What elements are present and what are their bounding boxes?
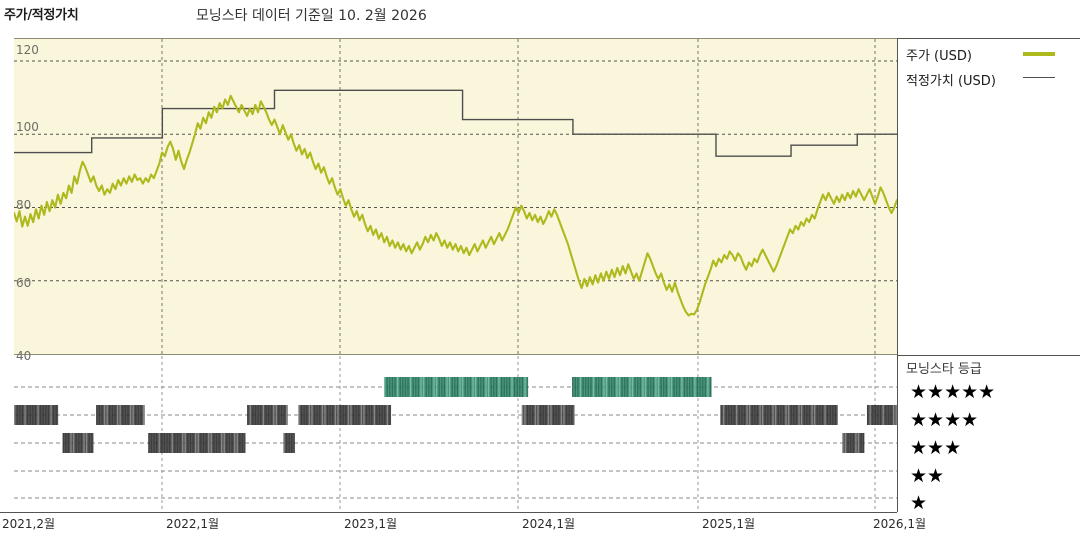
- rating-band-segment: [14, 405, 59, 425]
- rating-legend-title: 모닝스타 등급: [906, 362, 982, 377]
- rating-band-segment: [521, 405, 576, 425]
- legend-item-fair-value: 적정가치 (USD): [906, 70, 996, 89]
- rating-band-segment: [383, 377, 529, 397]
- legend-label-price: 주가 (USD): [906, 49, 972, 64]
- legend-mid-rule: [897, 355, 1080, 356]
- rating-band-segment: [572, 377, 712, 397]
- x-tick-2022-01: 2022,1월: [165, 517, 220, 531]
- y-tick-60: 60: [16, 276, 32, 290]
- legend-swatch-fair-value: [1023, 77, 1055, 78]
- star-row-2: ★★: [910, 465, 945, 487]
- x-tick-2025-01: 2025,1월: [701, 517, 755, 531]
- rating-band-segment: [148, 433, 246, 453]
- legend-item-price: 주가 (USD): [906, 45, 972, 64]
- rating-band-segment: [842, 433, 865, 453]
- y-axis-title: 주가/적정가치: [4, 8, 79, 23]
- chart-title: 모닝스타 데이터 기준일 10. 2월 2026: [196, 8, 427, 24]
- rating-band-segment: [866, 405, 897, 425]
- y-tick-120: 120: [16, 43, 39, 57]
- star-row-5: ★★★★★: [910, 381, 996, 403]
- rating-band-segment: [298, 405, 392, 425]
- rating-band-segment: [96, 405, 145, 425]
- x-tick-2024-01: 2024,1월: [522, 517, 576, 531]
- price-series-svg: [14, 39, 897, 354]
- rating-bands-svg: [14, 356, 897, 512]
- rating-band-segment: [720, 405, 839, 425]
- x-tick-2026-01: 2026,1월: [873, 517, 927, 531]
- y-tick-100: 100: [16, 120, 39, 134]
- x-tick-2023-01: 2023,1월: [344, 517, 398, 531]
- legend-swatch-price: [1023, 52, 1055, 56]
- legend-label-fair-value: 적정가치 (USD): [906, 74, 996, 89]
- y-tick-40: 40: [16, 349, 32, 363]
- rating-band-segment: [283, 433, 296, 453]
- rating-bands-area: [14, 356, 897, 512]
- price-plot-area: [14, 38, 897, 355]
- x-tick-2021-02: 2021,2월: [2, 517, 56, 531]
- y-tick-80: 80: [16, 198, 32, 212]
- star-row-1: ★: [910, 492, 928, 514]
- star-row-3: ★★★: [910, 437, 962, 459]
- legend-divider: [897, 38, 898, 512]
- legend-top-rule: [897, 38, 1080, 39]
- rating-band-segment: [247, 405, 288, 425]
- star-row-4: ★★★★: [910, 409, 979, 431]
- x-axis-line: [0, 512, 897, 513]
- rating-band-segment: [62, 433, 94, 453]
